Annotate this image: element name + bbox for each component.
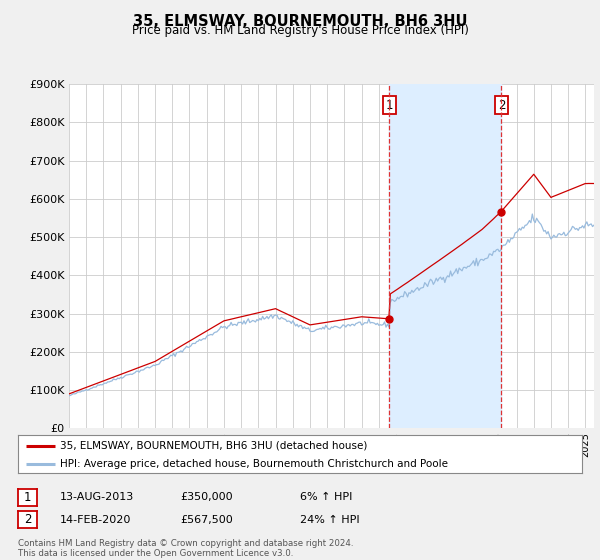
Text: 1: 1 [24, 491, 31, 504]
Text: 6% ↑ HPI: 6% ↑ HPI [300, 492, 352, 502]
Text: 35, ELMSWAY, BOURNEMOUTH, BH6 3HU: 35, ELMSWAY, BOURNEMOUTH, BH6 3HU [133, 14, 467, 29]
Text: HPI: Average price, detached house, Bournemouth Christchurch and Poole: HPI: Average price, detached house, Bour… [60, 459, 448, 469]
Text: 24% ↑ HPI: 24% ↑ HPI [300, 515, 359, 525]
Text: 1: 1 [386, 99, 393, 111]
Text: 14-FEB-2020: 14-FEB-2020 [60, 515, 131, 525]
Text: 2: 2 [497, 99, 505, 111]
Text: 13-AUG-2013: 13-AUG-2013 [60, 492, 134, 502]
Text: £350,000: £350,000 [180, 492, 233, 502]
Text: £567,500: £567,500 [180, 515, 233, 525]
Text: 35, ELMSWAY, BOURNEMOUTH, BH6 3HU (detached house): 35, ELMSWAY, BOURNEMOUTH, BH6 3HU (detac… [60, 441, 368, 451]
Text: Contains HM Land Registry data © Crown copyright and database right 2024.
This d: Contains HM Land Registry data © Crown c… [18, 539, 353, 558]
Text: Price paid vs. HM Land Registry's House Price Index (HPI): Price paid vs. HM Land Registry's House … [131, 24, 469, 37]
Text: 2: 2 [24, 513, 31, 526]
Bar [389, 84, 502, 428]
